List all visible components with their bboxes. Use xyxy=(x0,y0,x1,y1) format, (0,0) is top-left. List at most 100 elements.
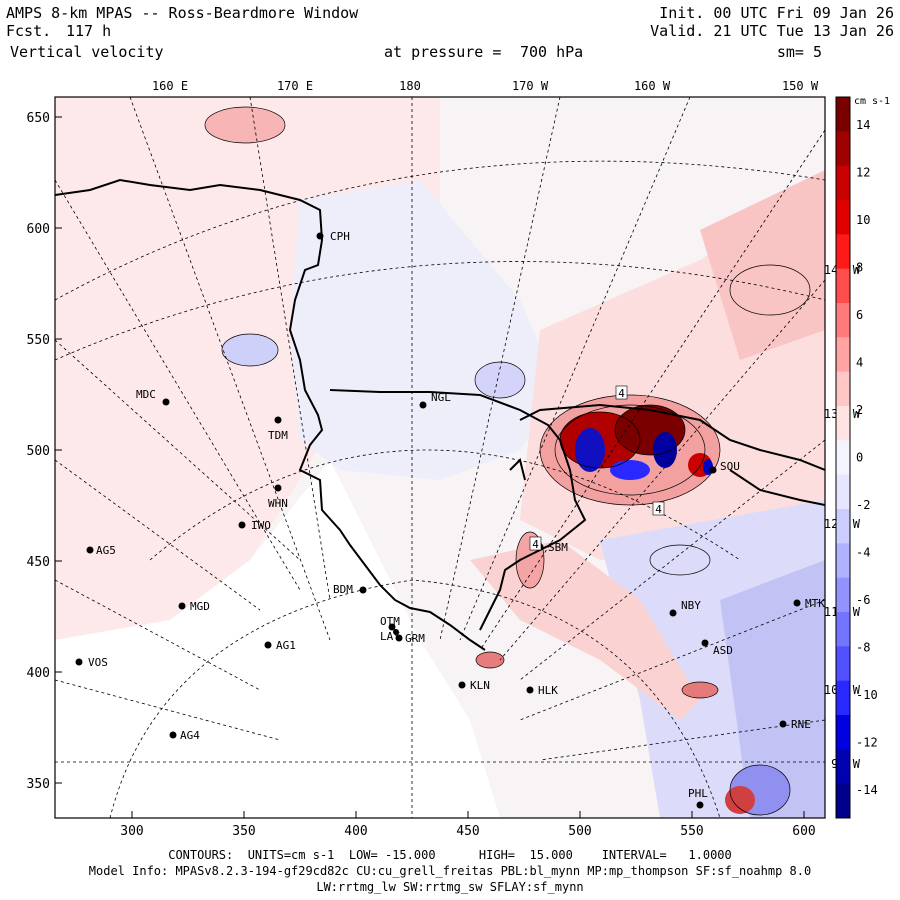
svg-text:CPH: CPH xyxy=(330,230,350,243)
colorbar-swatch xyxy=(836,337,850,373)
station-marker: GRM xyxy=(395,632,425,645)
svg-text:AG1: AG1 xyxy=(276,639,296,652)
svg-text:MTK: MTK xyxy=(805,597,825,610)
x-tick: 600 xyxy=(792,824,815,839)
smoothing: sm= 5 xyxy=(776,43,822,61)
colorbar-label: -10 xyxy=(856,688,878,702)
chart-title: AMPS 8-km MPAS -- Ross-Beardmore Window xyxy=(6,4,359,22)
svg-text:MGD: MGD xyxy=(190,600,210,613)
station-marker: NBY xyxy=(669,599,701,617)
svg-text:PHL: PHL xyxy=(688,787,708,800)
svg-text:GRM: GRM xyxy=(405,632,425,645)
y-tick: 600 xyxy=(27,222,50,237)
svg-text:KLN: KLN xyxy=(470,679,490,692)
coastline xyxy=(55,178,825,651)
colorbar-swatch xyxy=(836,749,850,785)
station-marker: KLN xyxy=(458,679,490,692)
contour-label: 4 xyxy=(529,536,542,551)
contour-info: CONTOURS: UNITS=cm s-1 LOW= -15.000 HIGH… xyxy=(168,848,732,862)
colorbar-label: -8 xyxy=(856,641,870,655)
colorbar-swatch xyxy=(836,474,850,510)
colorbar-swatch xyxy=(836,543,850,579)
svg-text:BDM: BDM xyxy=(333,583,353,596)
svg-text:4: 4 xyxy=(532,538,539,551)
colorbar-units: cm s-1 xyxy=(854,96,890,107)
station-marker: HLK xyxy=(526,684,558,697)
station-marker: BDM xyxy=(333,583,367,596)
colorbar-swatch xyxy=(836,646,850,682)
x-tick: 450 xyxy=(456,824,479,839)
colorbar-swatch xyxy=(836,97,850,132)
y-tick: 450 xyxy=(27,555,50,570)
svg-text:WHN: WHN xyxy=(268,497,288,510)
station-marker: IWO xyxy=(238,519,271,532)
colorbar-swatch xyxy=(836,715,850,750)
colorbar-label: 8 xyxy=(856,260,863,274)
station-marker: NGL xyxy=(419,391,451,409)
station-marker: OTM xyxy=(380,615,400,631)
station-marker: AG4 xyxy=(169,729,200,742)
colorbar-swatch xyxy=(836,680,850,716)
station-marker: CPH xyxy=(316,230,350,243)
station-marker: MGD xyxy=(178,600,210,613)
station-marker: RNE xyxy=(779,718,811,731)
station-marker: SOU xyxy=(709,460,740,474)
colorbar-swatch xyxy=(836,577,850,613)
colorbar-label: 6 xyxy=(856,308,863,322)
station-marker: MDC xyxy=(136,388,170,406)
model-info: Model Info: MPASv8.2.3-194-gf29cd82c CU:… xyxy=(88,864,812,878)
colorbar-swatch xyxy=(836,371,850,407)
colorbar-label: -6 xyxy=(856,593,870,607)
colorbar-swatch xyxy=(836,234,850,270)
colorbar-swatch xyxy=(836,200,850,235)
colorbar-swatch xyxy=(836,612,850,647)
graticule xyxy=(55,97,825,818)
colorbar-label: -14 xyxy=(856,783,878,797)
colorbar-label: 0 xyxy=(856,451,863,465)
station-marker: ASD xyxy=(701,639,733,657)
colorbar-swatch xyxy=(836,303,850,338)
y-tick: 650 xyxy=(27,111,50,126)
colorbar-swatch xyxy=(836,268,850,304)
contour-label: 4 xyxy=(652,501,665,516)
svg-text:RNE: RNE xyxy=(791,718,811,731)
svg-text:MDC: MDC xyxy=(136,388,156,401)
svg-text:NBY: NBY xyxy=(681,599,701,612)
colorbar-swatch xyxy=(836,406,850,441)
colorbar-label: 4 xyxy=(856,355,863,369)
init-time: Init. 00 UTC Fri 09 Jan 26 xyxy=(659,4,894,22)
svg-text:4: 4 xyxy=(618,387,625,400)
colorbar-frame xyxy=(835,96,851,819)
x-tick: 400 xyxy=(344,824,367,839)
x-tick: 300 xyxy=(120,824,143,839)
x-tick: 350 xyxy=(232,824,255,839)
x-tick: 500 xyxy=(568,824,591,839)
svg-text:ASD: ASD xyxy=(713,644,733,657)
station-marker: MTK xyxy=(793,597,825,610)
station-marker: AG5 xyxy=(86,544,116,557)
top-label: 180 xyxy=(399,79,421,93)
field-name: Vertical velocity xyxy=(10,43,164,61)
colorbar-label: 12 xyxy=(856,165,870,179)
station-marker: PHL xyxy=(688,787,708,809)
colorbar-label: -2 xyxy=(856,498,870,512)
y-tick: 500 xyxy=(27,444,50,459)
colorbar-swatch xyxy=(836,131,850,167)
forecast-value: 117 h xyxy=(66,22,112,40)
svg-text:SOU: SOU xyxy=(720,460,740,473)
svg-text:VOS: VOS xyxy=(88,656,108,669)
colorbar xyxy=(835,96,851,819)
valid-time: Valid. 21 UTC Tue 13 Jan 26 xyxy=(650,22,894,40)
x-tick: 550 xyxy=(680,824,703,839)
station-marker: AG1 xyxy=(264,639,296,652)
top-label: 170 E xyxy=(277,79,313,93)
contour-lines xyxy=(204,106,811,816)
svg-text:TDM: TDM xyxy=(268,429,288,442)
pressure-label: at pressure = xyxy=(384,43,502,61)
plot-frame xyxy=(54,96,826,819)
top-label: 160 W xyxy=(634,79,671,93)
station-marker: TDM xyxy=(268,416,288,442)
pressure-value: 700 hPa xyxy=(520,43,584,61)
svg-text:NGL: NGL xyxy=(431,391,451,404)
